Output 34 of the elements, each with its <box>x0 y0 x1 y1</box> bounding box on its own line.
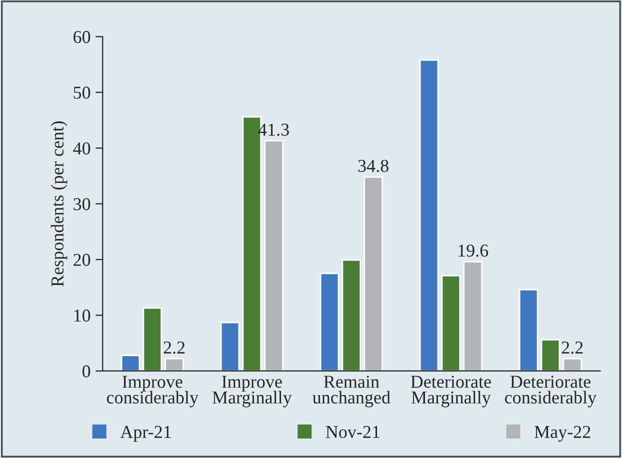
data-label: 19.6 <box>458 244 488 257</box>
bar <box>142 307 162 371</box>
y-tick-label: 20 <box>74 254 90 266</box>
bar <box>264 140 284 371</box>
y-tick-label: 60 <box>74 30 90 44</box>
bar <box>540 339 560 371</box>
bar <box>562 358 582 371</box>
y-tick-label: 40 <box>73 142 90 155</box>
x-tick-label: Deteriorate considerably <box>505 376 597 408</box>
bar <box>164 358 184 371</box>
bar <box>441 275 461 371</box>
bar <box>320 272 340 371</box>
bar <box>342 259 362 371</box>
bar <box>220 322 240 371</box>
x-tick-label: Improve Marginally <box>212 376 292 408</box>
x-tick-label: Remain unchanged <box>312 376 390 408</box>
legend-label: Nov-21 <box>326 426 380 438</box>
bar <box>419 59 439 371</box>
bar <box>364 176 383 371</box>
data-label: 2.2 <box>562 342 583 354</box>
data-label: 34.8 <box>358 160 388 172</box>
y-tick-label: 50 <box>74 86 90 99</box>
bar <box>120 354 140 371</box>
bar <box>518 288 538 371</box>
legend-label: Apr-21 <box>120 426 171 442</box>
y-tick-label: 0 <box>82 365 90 378</box>
data-label: 2.2 <box>164 342 185 354</box>
bar <box>463 261 482 371</box>
y-tick-label: 10 <box>74 310 90 322</box>
y-axis-title: Respondents (per cent) <box>50 121 68 287</box>
x-tick-label: Deteriorate Marginally <box>410 376 491 408</box>
legend-label: May-22 <box>534 426 590 442</box>
x-tick-label: Improve considerably <box>106 376 198 408</box>
y-tick-label: 30 <box>74 198 90 210</box>
